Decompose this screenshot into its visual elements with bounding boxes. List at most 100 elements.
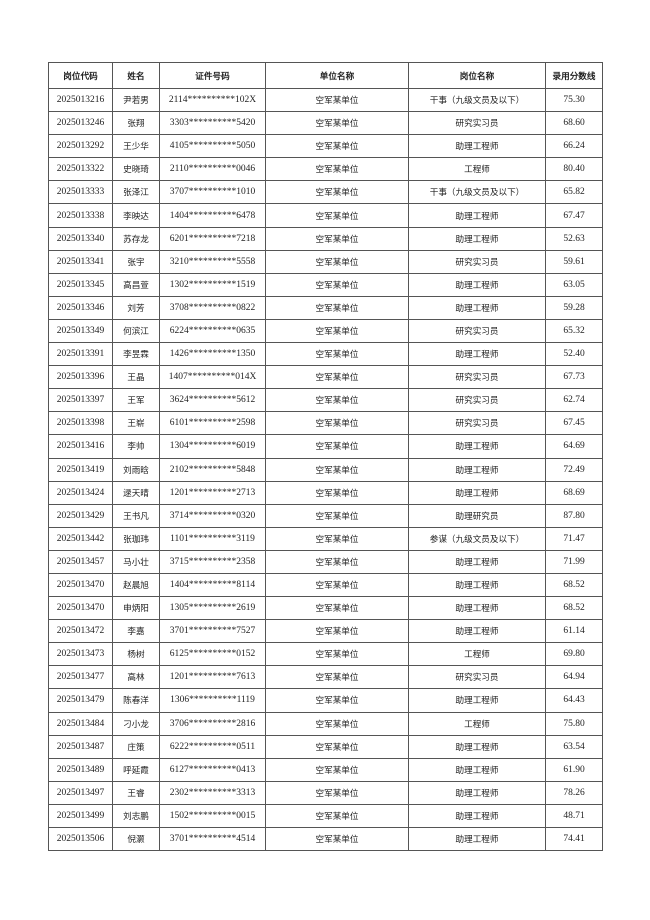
cell-id-number: 2302**********3313 <box>159 780 266 805</box>
cell-id-number: 2110**********0046 <box>159 157 266 182</box>
cell-position-code: 2025013349 <box>48 318 113 344</box>
table-row: 2025013506 倪灏 3701**********4514 空军某单位 助理工程师… <box>48 826 603 852</box>
cell-id-number: 1201**********7613 <box>159 665 266 690</box>
table-row: 2025013345 高昌萱 1302**********1519 空军某单位 助理工程… <box>48 272 603 297</box>
cell-position-code: 2025013292 <box>48 134 113 159</box>
cell-id-number: 3624**********5612 <box>159 388 266 413</box>
cell-position-name: 助理工程师 <box>408 734 546 759</box>
cell-unit-name: 空军某单位 <box>265 226 409 251</box>
cell-position-name: 研究实习员 <box>408 411 546 436</box>
cell-name: 王晶 <box>112 365 160 390</box>
cell-name: 张珈玮 <box>112 526 160 551</box>
header-unit-name: 单位名称 <box>265 62 409 89</box>
table-row: 2025013477 高林 1201**********7613 空军某单位 研究实习员… <box>48 665 603 690</box>
cell-score-line: 52.40 <box>545 342 603 367</box>
table-row: 2025013429 王书凡 3714**********0320 空军某单位 助理研究… <box>48 503 603 528</box>
cell-score-line: 61.90 <box>545 757 603 782</box>
cell-id-number: 1306**********1119 <box>159 688 266 713</box>
cell-position-code: 2025013489 <box>48 757 113 782</box>
cell-position-name: 助理工程师 <box>408 457 546 482</box>
cell-position-name: 助理工程师 <box>408 342 546 367</box>
cell-id-number: 3701**********7527 <box>159 619 266 644</box>
cell-position-code: 2025013346 <box>48 295 113 320</box>
cell-name: 庄策 <box>112 734 160 759</box>
cell-name: 王书凡 <box>112 503 160 528</box>
cell-unit-name: 空军某单位 <box>265 249 409 274</box>
cell-name: 尹若男 <box>112 87 160 113</box>
table-row: 2025013338 李映达 1404**********6478 空军某单位 助理工程… <box>48 203 603 228</box>
table-row: 2025013391 李昱霖 1426**********1350 空军某单位 助理工程… <box>48 342 603 367</box>
cell-score-line: 66.24 <box>545 134 603 159</box>
cell-position-name: 助理研究员 <box>408 503 546 528</box>
table-row: 2025013416 李帅 1304**********6019 空军某单位 助理工程师… <box>48 434 603 459</box>
cell-score-line: 74.41 <box>545 826 603 852</box>
cell-unit-name: 空军某单位 <box>265 549 409 574</box>
cell-id-number: 6101**********2598 <box>159 411 266 436</box>
cell-unit-name: 空军某单位 <box>265 688 409 713</box>
cell-id-number: 6127**********0413 <box>159 757 266 782</box>
table-row: 2025013497 王睿 2302**********3313 空军某单位 助理工程师… <box>48 780 603 805</box>
cell-id-number: 1426**********1350 <box>159 342 266 367</box>
cell-score-line: 68.60 <box>545 111 603 136</box>
header-position-code: 岗位代码 <box>48 62 113 89</box>
cell-name: 王少华 <box>112 134 160 159</box>
cell-score-line: 72.49 <box>545 457 603 482</box>
cell-position-name: 助理工程师 <box>408 572 546 598</box>
cell-score-line: 64.43 <box>545 688 603 713</box>
cell-position-code: 2025013391 <box>48 342 113 367</box>
cell-position-name: 干事（九级文员及以下） <box>408 180 546 205</box>
cell-position-code: 2025013338 <box>48 203 113 228</box>
table-row: 2025013473 杨树 6125**********0152 空军某单位 工程师 69… <box>48 642 603 667</box>
cell-score-line: 75.30 <box>545 87 603 113</box>
cell-name: 高林 <box>112 665 160 690</box>
cell-position-name: 助理工程师 <box>408 596 546 621</box>
cell-score-line: 87.80 <box>545 503 603 528</box>
cell-id-number: 3715**********2358 <box>159 549 266 574</box>
cell-name: 王军 <box>112 388 160 413</box>
cell-name: 申炳阳 <box>112 596 160 621</box>
cell-unit-name: 空军某单位 <box>265 526 409 551</box>
cell-score-line: 71.99 <box>545 549 603 574</box>
table-row: 2025013341 张宇 3210**********5558 空军某单位 研究实习员… <box>48 249 603 274</box>
cell-unit-name: 空军某单位 <box>265 734 409 759</box>
header-position-name: 岗位名称 <box>408 62 546 89</box>
table-row: 2025013292 王少华 4105**********5050 空军某单位 助理工程… <box>48 134 603 159</box>
cell-id-number: 3303**********5420 <box>159 111 266 136</box>
cell-position-name: 助理工程师 <box>408 480 546 505</box>
cell-position-code: 2025013416 <box>48 434 113 459</box>
header-name: 姓名 <box>112 62 160 89</box>
cell-score-line: 71.47 <box>545 526 603 551</box>
cell-position-name: 助理工程师 <box>408 780 546 805</box>
cell-position-code: 2025013345 <box>48 272 113 297</box>
table-row: 2025013424 逯天晴 1201**********2713 空军某单位 助理工程… <box>48 480 603 505</box>
cell-unit-name: 空军某单位 <box>265 342 409 367</box>
cell-id-number: 3708**********0822 <box>159 295 266 320</box>
cell-id-number: 3210**********5558 <box>159 249 266 274</box>
table-row: 2025013419 刘雨晗 2102**********5848 空军某单位 助理工程… <box>48 457 603 482</box>
cell-unit-name: 空军某单位 <box>265 711 409 736</box>
cell-unit-name: 空军某单位 <box>265 157 409 182</box>
cell-position-name: 助理工程师 <box>408 688 546 713</box>
cell-score-line: 67.47 <box>545 203 603 228</box>
cell-position-name: 助理工程师 <box>408 549 546 574</box>
cell-id-number: 4105**********5050 <box>159 134 266 159</box>
cell-position-code: 2025013484 <box>48 711 113 736</box>
cell-position-name: 助理工程师 <box>408 134 546 159</box>
header-score-line: 录用分数线 <box>545 62 603 89</box>
admission-score-table: 岗位代码 姓名 证件号码 单位名称 岗位名称 录用分数线 2025013216 尹… <box>48 62 603 852</box>
cell-name: 赵晨旭 <box>112 572 160 598</box>
cell-unit-name: 空军某单位 <box>265 434 409 459</box>
cell-position-name: 研究实习员 <box>408 365 546 390</box>
cell-unit-name: 空军某单位 <box>265 411 409 436</box>
cell-score-line: 65.32 <box>545 318 603 344</box>
cell-position-code: 2025013457 <box>48 549 113 574</box>
cell-position-name: 助理工程师 <box>408 757 546 782</box>
table-row: 2025013487 庄策 6222**********0511 空军某单位 助理工程师… <box>48 734 603 759</box>
cell-name: 逯天晴 <box>112 480 160 505</box>
table-row: 2025013340 苏存龙 6201**********7218 空军某单位 助理工程… <box>48 226 603 251</box>
cell-name: 刘志鹏 <box>112 803 160 829</box>
cell-position-code: 2025013397 <box>48 388 113 413</box>
cell-position-name: 研究实习员 <box>408 318 546 344</box>
table-row: 2025013479 陈春洋 1306**********1119 空军某单位 助理工程… <box>48 688 603 713</box>
cell-position-name: 助理工程师 <box>408 619 546 644</box>
